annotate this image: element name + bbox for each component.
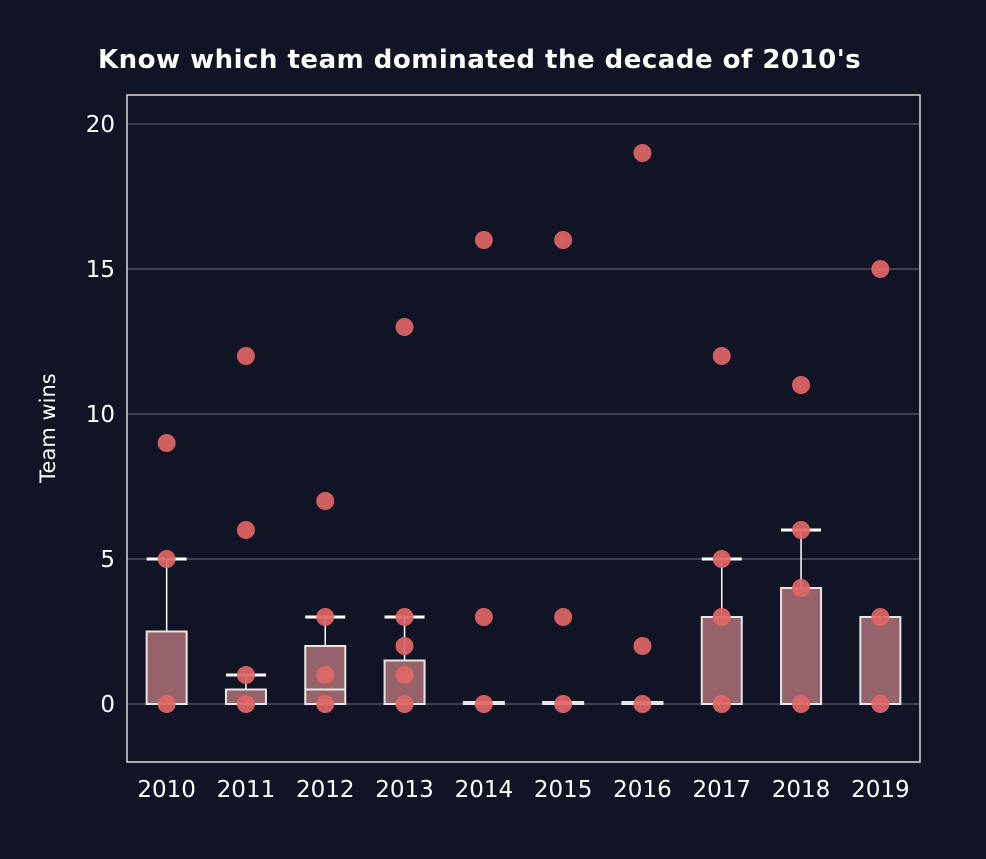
x-tick-label: 2010 <box>137 777 196 803</box>
data-point <box>792 376 811 394</box>
y-tick-label: 10 <box>86 402 115 428</box>
data-point <box>236 521 255 539</box>
data-point <box>712 550 731 568</box>
x-tick-label: 2017 <box>692 777 751 803</box>
data-point <box>474 608 493 626</box>
data-point <box>871 608 890 626</box>
plot-frame <box>126 94 921 763</box>
data-point <box>157 695 176 713</box>
data-point <box>395 608 414 626</box>
data-point <box>554 608 573 626</box>
y-axis-label: Team wins <box>36 373 60 483</box>
data-point <box>554 231 573 249</box>
x-tick-label: 2011 <box>217 777 276 803</box>
data-point <box>792 579 811 597</box>
x-tick-label: 2015 <box>534 777 593 803</box>
data-point <box>554 695 573 713</box>
data-point <box>474 231 493 249</box>
chart-title: Know which team dominated the decade of … <box>98 45 861 75</box>
x-ticks: 2010 2011 2012 2013 2014 2015 2016 2017 2018 2019 <box>137 777 909 803</box>
data-point <box>633 144 652 162</box>
data-point <box>792 695 811 713</box>
data-point <box>712 695 731 713</box>
data-point <box>712 608 731 626</box>
box <box>859 616 902 705</box>
data-point <box>871 260 890 278</box>
data-point <box>712 347 731 365</box>
data-point <box>395 695 414 713</box>
data-point <box>792 521 811 539</box>
data-point <box>871 695 890 713</box>
x-tick-label: 2019 <box>851 777 910 803</box>
y-ticks: 0 5 10 15 20 <box>86 112 115 718</box>
data-point <box>474 695 493 713</box>
data-point <box>157 550 176 568</box>
data-point <box>236 347 255 365</box>
data-point <box>395 666 414 684</box>
data-point <box>395 637 414 655</box>
data-point <box>633 695 652 713</box>
data-point <box>633 637 652 655</box>
data-point <box>395 318 414 336</box>
box <box>700 616 743 705</box>
y-tick-label: 0 <box>100 692 115 718</box>
x-tick-label: 2012 <box>296 777 355 803</box>
data-point <box>316 492 335 510</box>
data-point <box>236 666 255 684</box>
points-layer <box>157 144 890 713</box>
x-tick-label: 2013 <box>375 777 434 803</box>
box <box>145 630 188 705</box>
data-point <box>236 695 255 713</box>
y-tick-label: 20 <box>86 112 115 138</box>
data-point <box>316 608 335 626</box>
x-tick-label: 2018 <box>772 777 831 803</box>
box <box>780 587 823 705</box>
x-tick-label: 2016 <box>613 777 672 803</box>
y-tick-label: 15 <box>86 257 115 283</box>
data-point <box>316 695 335 713</box>
data-point <box>316 666 335 684</box>
data-point <box>157 434 176 452</box>
boxes-layer <box>145 528 902 705</box>
x-tick-label: 2014 <box>455 777 514 803</box>
y-tick-label: 5 <box>100 547 115 573</box>
